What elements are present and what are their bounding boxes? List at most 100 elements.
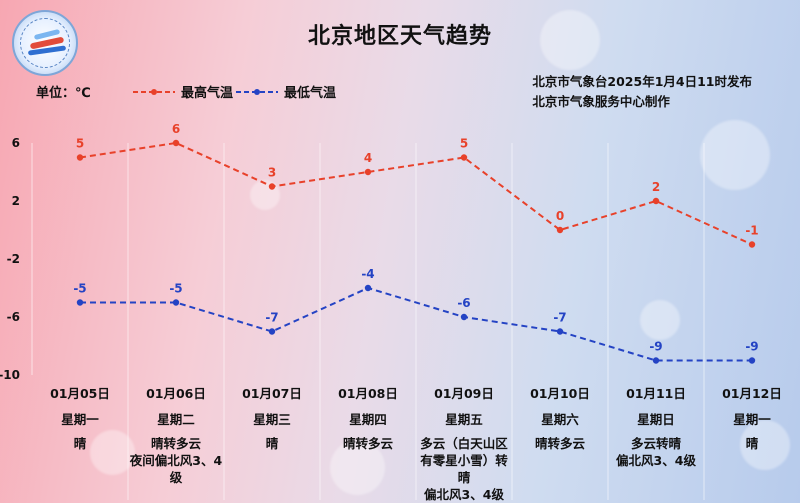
series-line-1	[80, 286, 752, 362]
weather-line: 偏北风3、4级	[616, 453, 696, 468]
data-label: -9	[745, 340, 758, 354]
y-tick-label: 6	[12, 136, 20, 150]
bokeh-light	[250, 180, 280, 210]
issuer-line-2: 北京市气象服务中心制作	[532, 94, 670, 109]
day-weekday: 星期一	[61, 412, 99, 427]
data-label: 5	[76, 137, 84, 151]
data-label: 0	[556, 209, 564, 223]
day-weather: 晴转多云	[320, 435, 416, 452]
day-date: 01月08日	[338, 386, 398, 401]
data-label: -5	[169, 282, 182, 296]
data-point	[748, 357, 756, 364]
data-label: -7	[265, 311, 278, 325]
weather-line: 晴	[745, 436, 759, 451]
data-point	[76, 299, 84, 306]
bokeh-light	[640, 300, 680, 340]
weather-line: 晴转多云	[150, 436, 201, 451]
day-weekday: 星期四	[349, 412, 387, 427]
day-date: 01月10日	[530, 386, 590, 401]
grid	[31, 143, 705, 500]
day-weather: 晴转多云	[512, 435, 608, 452]
day-date: 01月05日	[50, 386, 110, 401]
data-label: 2	[652, 180, 660, 194]
weather-line: 夜间偏北风3、4	[129, 453, 223, 468]
legend-label-low: 最低气温	[284, 86, 337, 101]
data-label: 5	[460, 137, 468, 151]
day-weather: 晴	[224, 435, 320, 452]
day-column: 01月07日 星期三晴	[224, 383, 320, 501]
page-title: 北京地区天气趋势	[307, 24, 492, 49]
day-weekday: 星期一	[733, 412, 771, 427]
bokeh-light	[330, 440, 385, 495]
data-point	[76, 154, 84, 161]
weather-line: 有零星小雪）转	[420, 453, 508, 468]
data-point	[268, 328, 276, 335]
series: 5 6 3 4 5 0 2 -1 -5 -5 -7 -4 -6 -7 -9 -9	[73, 122, 759, 364]
day-column: 01月06日 星期二晴转多云夜间偏北风3、4 级	[128, 383, 224, 501]
issuer-info: 北京市气象台2025年1月4日11时发布 北京市气象服务中心制作	[532, 72, 752, 112]
day-date: 01月12日	[722, 386, 782, 401]
day-weekday: 星期二	[157, 412, 195, 427]
data-point	[460, 154, 468, 161]
legend-label-high: 最高气温	[181, 86, 234, 101]
data-point	[172, 299, 180, 306]
day-weather: 晴	[32, 435, 128, 452]
day-weather: 晴	[704, 435, 800, 452]
bokeh-light	[740, 420, 790, 470]
day-date: 01月09日	[434, 386, 494, 401]
day-column: 01月09日 星期五多云（白天山区 有零星小雪）转晴偏北风3、4级	[416, 383, 512, 503]
weather-line: 偏北风3、4级	[424, 487, 504, 502]
unit-label: 单位：℃	[36, 86, 91, 101]
data-point	[556, 328, 564, 335]
day-weather: 晴转多云夜间偏北风3、4 级	[128, 435, 224, 486]
data-label: 3	[268, 166, 276, 180]
weather-line: 晴转多云	[342, 436, 393, 451]
data-label: -9	[649, 340, 662, 354]
bokeh-light	[700, 120, 770, 190]
weather-line: 多云（白天山区	[420, 436, 508, 451]
y-tick-label: -2	[7, 252, 20, 266]
y-tick-label: -6	[7, 310, 20, 324]
y-tick-label: -10	[0, 368, 20, 382]
day-column: 01月08日 星期四晴转多云	[320, 383, 416, 501]
data-label: -7	[553, 311, 566, 325]
day-column: 01月11日 星期日多云转晴偏北风3、4级	[608, 383, 704, 501]
data-point	[460, 313, 468, 321]
data-label: -6	[457, 296, 470, 310]
day-date: 01月06日	[146, 386, 206, 401]
data-point	[556, 226, 564, 234]
day-column: 01月12日 星期一晴	[704, 383, 800, 501]
data-label: 6	[172, 122, 180, 136]
data-point	[172, 139, 180, 147]
day-weather: 多云（白天山区 有零星小雪）转晴偏北风3、4级	[416, 435, 512, 503]
weather-line: 多云转晴	[630, 436, 681, 451]
weather-line: 晴	[265, 436, 279, 451]
data-point	[652, 197, 660, 205]
legend-swatch-high	[133, 87, 175, 97]
data-point	[748, 241, 756, 248]
day-date: 01月11日	[626, 386, 686, 401]
data-label: -4	[361, 267, 374, 281]
legend-item-high: 最高气温	[133, 82, 233, 101]
data-point	[364, 168, 372, 176]
y-axis: 6 2 -2 -6 -10	[0, 136, 20, 382]
legend-swatch-low	[236, 87, 278, 97]
day-column: 01月05日 星期一晴	[32, 383, 128, 501]
weather-line: 晴转多云	[534, 436, 585, 451]
day-weekday: 星期三	[253, 412, 291, 427]
data-label: -1	[745, 224, 758, 238]
meteorological-service-logo	[12, 10, 78, 76]
day-weekday: 星期日	[637, 412, 675, 427]
data-label: 4	[364, 151, 372, 165]
data-point	[364, 284, 372, 292]
day-weather: 多云转晴偏北风3、4级	[608, 435, 704, 469]
data-label: -5	[73, 282, 86, 296]
day-weekday: 星期五	[445, 412, 483, 427]
weather-line: 级	[169, 470, 183, 485]
issuer-line-1: 北京市气象台2025年1月4日11时发布	[532, 74, 752, 89]
bokeh-light	[540, 10, 600, 70]
day-date: 01月07日	[242, 386, 302, 401]
legend-item-low: 最低气温	[236, 82, 336, 101]
data-point	[268, 183, 276, 190]
